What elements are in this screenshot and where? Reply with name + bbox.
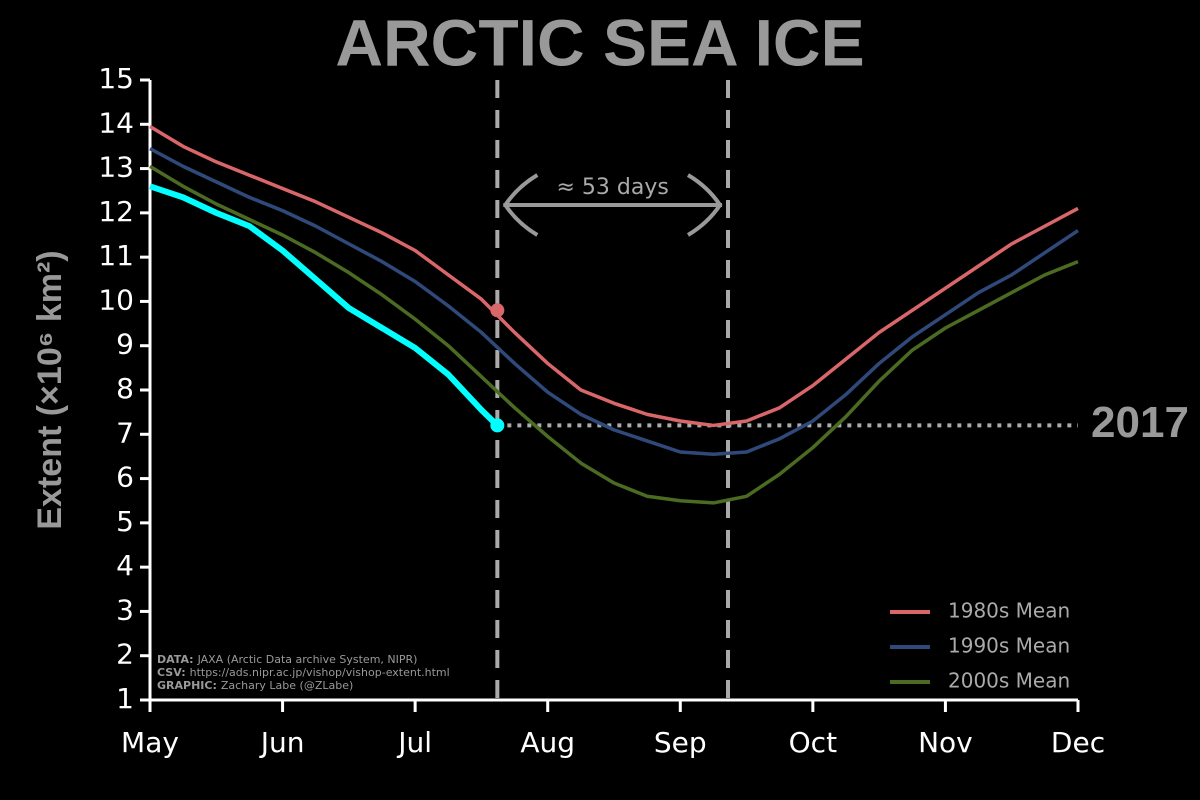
credit: DATA: JAXA (Arctic Data archive System, N… (157, 653, 417, 666)
x-tick-label: Oct (789, 726, 837, 759)
end-point (490, 418, 505, 433)
x-tick-label: Sep (654, 726, 707, 759)
credit-label: GRAPHIC: (157, 679, 217, 692)
y-tick-label: 5 (116, 505, 134, 538)
y-tick-label: 14 (98, 106, 134, 139)
y-tick-label: 10 (98, 283, 134, 316)
legend-label: 1980s Mean (948, 599, 1070, 623)
y-tick-label: 12 (98, 195, 134, 228)
y-tick-label: 13 (98, 151, 134, 184)
credit-label: DATA: (157, 653, 194, 666)
series-line (149, 164, 1079, 505)
y-tick-label: 1 (116, 682, 134, 715)
y-tick-label: 11 (98, 239, 134, 272)
credit-text: Zachary Labe (@ZLabe) (221, 679, 353, 692)
highlight-point (490, 303, 505, 318)
series-line (149, 183, 500, 428)
annotation: ≈ 53 days (557, 175, 669, 200)
credit-label: CSV: (157, 666, 186, 679)
y-tick-label: 2 (116, 638, 134, 671)
series-line (149, 125, 1079, 428)
chart-title: ARCTIC SEA ICE (335, 5, 864, 79)
legend-label: 2000s Mean (948, 669, 1070, 693)
credit: CSV: https://ads.nipr.ac.jp/vishop/vishop… (157, 666, 450, 679)
credit-text: https://ads.nipr.ac.jp/vishop/vishop-ext… (190, 666, 450, 679)
y-tick-label: 8 (116, 372, 134, 405)
series-line (149, 147, 1079, 456)
span-arrow (502, 173, 723, 237)
credit-text: JAXA (Arctic Data archive System, NIPR) (197, 653, 418, 666)
legend-label: 1990s Mean (948, 634, 1070, 658)
y-tick-label: 3 (116, 593, 134, 626)
x-tick-label: Jun (259, 726, 305, 759)
x-tick-label: Nov (918, 726, 973, 759)
credit: GRAPHIC: Zachary Labe (@ZLabe) (157, 679, 353, 692)
y-tick-label: 15 (98, 62, 134, 95)
x-tick-label: May (121, 726, 179, 759)
y-tick-label: 7 (116, 416, 134, 449)
x-tick-label: Dec (1051, 726, 1105, 759)
reference-label: 2017 (1091, 398, 1189, 447)
y-axis-label: Extent (×10⁶ km²) (31, 250, 69, 529)
y-tick-label: 9 (116, 328, 134, 361)
x-tick-label: Aug (520, 726, 575, 759)
y-tick-label: 6 (116, 461, 134, 494)
x-tick-label: Jul (396, 726, 432, 759)
y-tick-label: 4 (116, 549, 134, 582)
